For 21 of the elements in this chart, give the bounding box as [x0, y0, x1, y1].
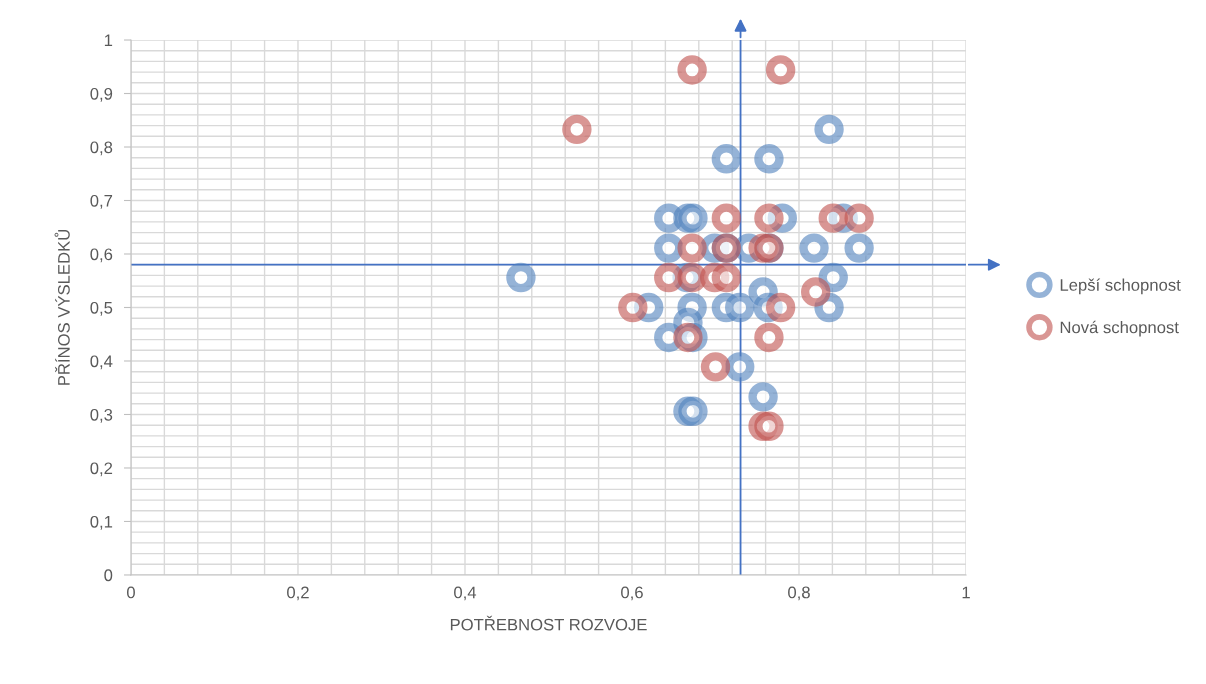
y-tick-label: 1 — [104, 34, 113, 47]
legend-label: Lepší schopnost — [1060, 278, 1181, 295]
x-tick-label: 0,8 — [788, 586, 810, 601]
x-tick-label: 0,2 — [287, 586, 309, 601]
x-tick-label: 1 — [962, 586, 970, 599]
y-tick-label: 0,8 — [90, 141, 113, 156]
y-tick-label: 0,2 — [90, 462, 113, 477]
y-tick-label: 0,7 — [90, 194, 113, 209]
x-tick-label: 0 — [126, 586, 135, 599]
y-tick-label: 0,3 — [90, 408, 113, 423]
x-axis-title: POTŘEBNOST ROZVOJE — [450, 615, 647, 631]
y-tick-label: 0,9 — [90, 87, 113, 102]
y-tick-label: 0,4 — [90, 355, 113, 370]
y-axis-title: PŘÍNOS VÝSLEDKŮ — [54, 230, 70, 385]
x-tick-label: 0,4 — [454, 586, 477, 601]
y-tick-label: 0,5 — [90, 301, 113, 316]
legend-label: Nová schopnost — [1060, 320, 1179, 337]
y-tick-label: 0,6 — [90, 248, 113, 263]
x-tick-label: 0,6 — [621, 586, 643, 601]
y-tick-label: 0 — [104, 569, 113, 582]
y-tick-label: 0,1 — [90, 515, 113, 530]
